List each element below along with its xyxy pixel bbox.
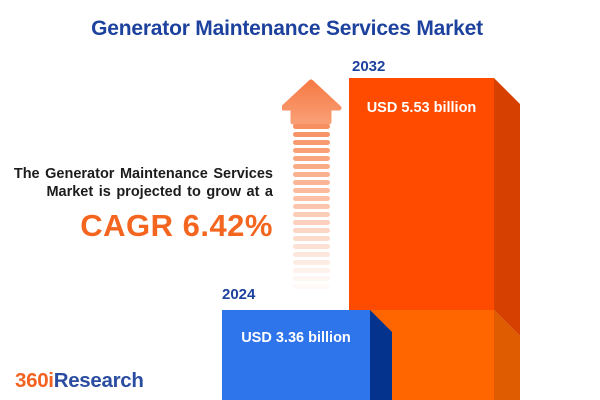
growth-arrow-stripe — [293, 284, 330, 289]
growth-arrow-stripe — [293, 132, 330, 137]
logo-prefix: 360i — [15, 369, 54, 392]
bar-2032-year-label: 2032 — [352, 58, 386, 75]
bar-2032-value: USD 5.53 billion — [366, 100, 477, 116]
growth-arrow-stripe — [293, 164, 330, 169]
annotation-line-2: Market is projected to grow at a — [46, 183, 273, 200]
growth-arrow-stripe — [293, 276, 330, 281]
growth-arrow-stripe — [293, 204, 330, 209]
growth-arrow-stripe — [293, 188, 330, 193]
logo-suffix: Research — [53, 369, 144, 392]
growth-arrow-stripe — [293, 172, 330, 177]
growth-arrow-stripe — [293, 212, 330, 217]
bar-2024-value: USD 3.36 billion — [241, 330, 351, 346]
growth-arrow-stripe — [293, 228, 330, 233]
bar-2024: USD 3.36 billion — [222, 310, 370, 400]
bar-2032-side — [494, 78, 520, 336]
growth-arrow-stripe — [293, 140, 330, 145]
growth-arrow-icon — [282, 79, 342, 125]
growth-arrow-stripe — [293, 124, 330, 129]
growth-arrow-stripe — [293, 148, 330, 153]
bar-2024-year-label: 2024 — [222, 286, 256, 303]
growth-arrow-stripe — [293, 196, 330, 201]
growth-arrow-stripe — [293, 260, 330, 265]
cagr-value: CAGR 6.42% — [80, 208, 273, 243]
growth-arrow-stripe — [293, 244, 330, 249]
annotation-line-1: The Generator Maintenance Services — [13, 166, 273, 182]
growth-arrow-stripe — [293, 268, 330, 273]
growth-arrow-stripe — [293, 252, 330, 257]
growth-arrow-stripe — [293, 180, 330, 185]
annotation-block: The Generator Maintenance Services Marke… — [14, 166, 273, 244]
bar-2032: USD 5.53 billion — [349, 78, 494, 310]
page-title: Generator Maintenance Services Market — [91, 17, 483, 40]
company-logo: 360iResearch — [15, 369, 144, 393]
growth-arrow-stripes — [293, 124, 330, 292]
growth-arrow-stripe — [293, 236, 330, 241]
growth-arrow-stripe — [293, 156, 330, 161]
growth-arrow-stripe — [293, 220, 330, 225]
